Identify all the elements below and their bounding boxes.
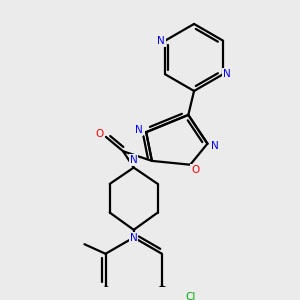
Text: N: N xyxy=(157,36,165,46)
Text: N: N xyxy=(130,232,138,242)
Text: O: O xyxy=(191,164,199,175)
Text: Cl: Cl xyxy=(185,292,196,300)
Text: N: N xyxy=(135,125,142,135)
Text: N: N xyxy=(130,155,138,165)
Text: N: N xyxy=(223,69,231,79)
Text: N: N xyxy=(211,141,219,151)
Text: O: O xyxy=(95,129,103,139)
